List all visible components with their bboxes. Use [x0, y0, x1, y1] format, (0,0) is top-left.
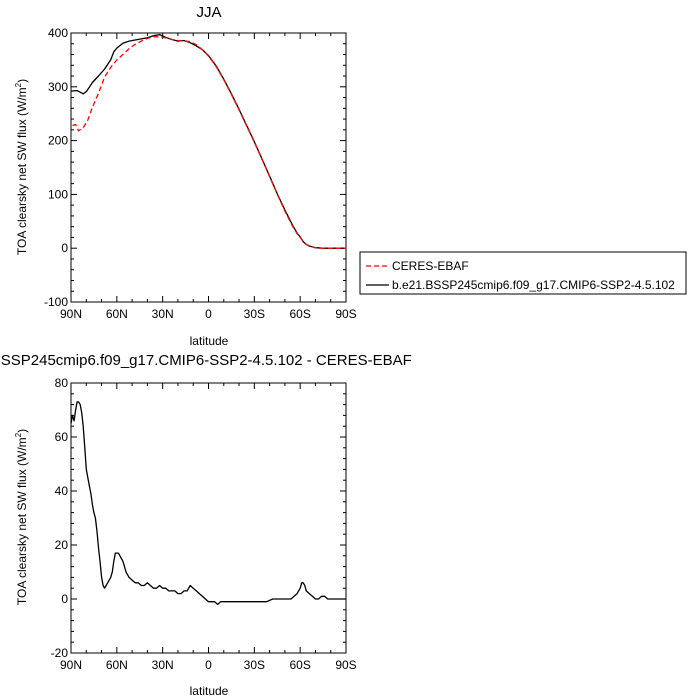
- bottom-chart-x-tick-label: 90N: [60, 658, 82, 672]
- bottom-chart: 1.BSSP245cmip6.f09_g17.CMIP6-SSP2-4.5.10…: [0, 352, 412, 698]
- top-chart-x-tick-label: 30S: [244, 307, 265, 321]
- bottom-chart-y-tick-label: 80: [55, 376, 69, 390]
- legend-box: [359, 251, 687, 295]
- bottom-chart-x-axis-label: latitude: [190, 684, 229, 698]
- bottom-chart-x-tick-label: 30S: [244, 658, 265, 672]
- top-chart-x-tick-label: 0: [205, 307, 212, 321]
- bottom-chart-y-tick-label: 40: [55, 484, 69, 498]
- top-chart-y-axis-label: TOA clearsky net SW flux (W/m2): [14, 79, 29, 255]
- top-chart-x-tick-label: 30N: [152, 307, 174, 321]
- bottom-chart-y-tick-label: 0: [61, 592, 68, 606]
- bottom-chart-axes-frame: [70, 382, 347, 654]
- bottom-chart-y-tick-label: -20: [51, 646, 69, 660]
- top-chart-series-line-0: [72, 36, 346, 249]
- top-chart-title: JJA: [196, 4, 221, 21]
- top-chart-x-tick-label: 90S: [335, 307, 356, 321]
- bottom-chart-title: 1.BSSP245cmip6.f09_g17.CMIP6-SSP2-4.5.10…: [0, 352, 412, 369]
- bottom-chart-y-axis-label: TOA clearsky net SW flux (W/m2): [14, 429, 29, 605]
- top-chart-y-tick-label: 100: [48, 187, 68, 201]
- top-chart-y-tick-label: -100: [44, 295, 68, 309]
- bottom-chart-y-tick-label: 20: [55, 538, 69, 552]
- bottom-chart-series-line-0: [70, 401, 346, 606]
- top-chart-legend: CERES-EBAF b.e21.BSSP245cmip6.f09_g17.CM…: [359, 251, 687, 295]
- top-chart-x-tick-label: 60S: [289, 307, 310, 321]
- legend-label-model: b.e21.BSSP245cmip6.f09_g17.CMIP6-SSP2-4.…: [392, 278, 675, 292]
- top-chart-x-axis-label: latitude: [190, 334, 229, 348]
- bottom-plot-area: 90N 60N 30N 0 30S 60S 90S -20 0 20 40 60 80: [51, 376, 357, 672]
- bottom-chart-x-tick-label: 0: [205, 658, 212, 672]
- bottom-chart-x-tick-label: 60S: [289, 658, 310, 672]
- top-plot-area: 90N 60N 30N 0 30S 60S 90S -100 0 100 200 300 400: [44, 26, 357, 321]
- bottom-chart-x-tick-label: 90S: [335, 658, 356, 672]
- top-chart-y-tick-label: 400: [48, 26, 68, 40]
- legend-label-ceres: CERES-EBAF: [392, 259, 469, 273]
- top-chart-axes-frame: [70, 32, 347, 303]
- bottom-chart-x-tick-label: 30N: [152, 658, 174, 672]
- top-chart-y-tick-label: 0: [61, 241, 68, 255]
- top-chart-x-tick-label: 60N: [106, 307, 128, 321]
- top-chart-x-tick-label: 90N: [60, 307, 82, 321]
- top-chart-series-line-1: [70, 33, 346, 249]
- top-chart-y-tick-label: 200: [48, 134, 68, 148]
- top-chart: JJA latitude TOA clearsky net SW flux (W…: [14, 4, 687, 348]
- bottom-chart-x-tick-label: 60N: [106, 658, 128, 672]
- top-chart-y-tick-label: 300: [48, 80, 68, 94]
- bottom-chart-y-tick-label: 60: [55, 430, 69, 444]
